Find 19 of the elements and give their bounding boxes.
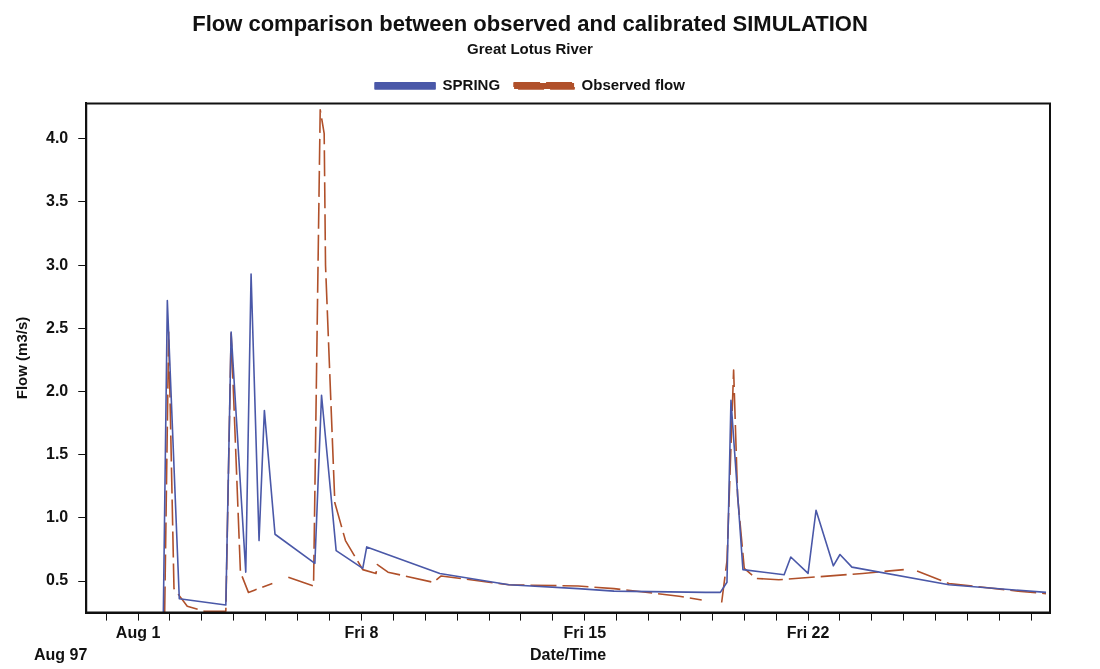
y-tick-label: 2.0 bbox=[45, 381, 69, 399]
chart-title: Flow comparison between observed and calibrated SIMULATION bbox=[192, 11, 868, 37]
y-tick-label: 2.5 bbox=[45, 318, 69, 336]
x-tick-label: Fri 8 bbox=[344, 623, 379, 641]
chart-subtitle: Great Lotus River bbox=[467, 39, 594, 57]
x-axis-title: Date/Time bbox=[530, 645, 607, 663]
y-axis-title: Flow (m3/s) bbox=[13, 316, 31, 400]
y-tick-label: 3.5 bbox=[45, 192, 69, 210]
y-tick-label: 4.0 bbox=[45, 129, 69, 147]
legend-label: Observed flow bbox=[581, 76, 686, 94]
x-tick-label: Fri 22 bbox=[786, 623, 830, 641]
y-tick-label: 1.5 bbox=[45, 445, 69, 463]
y-tick-label: 1.0 bbox=[45, 508, 69, 526]
x-tick-label: Fri 15 bbox=[563, 623, 607, 641]
x-tick-label: Aug 1 bbox=[115, 623, 161, 641]
legend-label: SPRING bbox=[442, 76, 501, 94]
text: Aug 97 bbox=[34, 646, 88, 664]
y-tick-label: 3.0 bbox=[45, 255, 69, 273]
y-tick-label: 0.5 bbox=[45, 571, 69, 589]
